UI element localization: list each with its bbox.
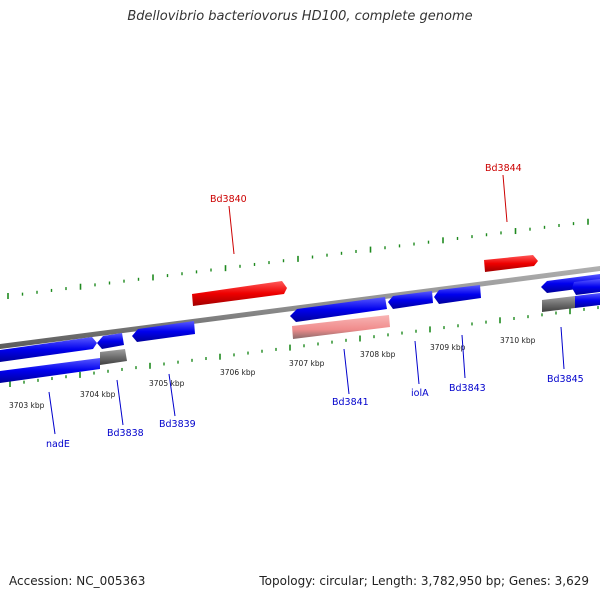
scale-label-3709: 3709 kbp xyxy=(430,343,466,352)
leader-nade xyxy=(48,391,56,435)
gene-bd3838-feature[interactable] xyxy=(97,333,124,349)
gene-bd3845-feature[interactable] xyxy=(541,274,600,293)
gene-label-bd3839[interactable]: Bd3839 xyxy=(159,419,196,430)
gene-label-bd3843[interactable]: Bd3843 xyxy=(449,383,486,394)
bd3841-pale-feature xyxy=(292,315,390,339)
bd3845-pseudo-segment xyxy=(542,296,575,312)
scale-label-3708: 3708 kbp xyxy=(360,350,396,359)
bd3838-pseudo-segment xyxy=(100,349,127,365)
leader-bd3843 xyxy=(461,334,466,379)
gene-nade-feature[interactable] xyxy=(0,337,97,362)
gene-bd3845-second-feature[interactable] xyxy=(575,293,600,308)
gene-label-bd3840[interactable]: Bd3840 xyxy=(210,194,247,205)
scale-label-3703: 3703 kbp xyxy=(9,401,45,410)
gene-label-bd3845[interactable]: Bd3845 xyxy=(547,374,584,385)
gene-bd3845-lower-feature[interactable] xyxy=(572,279,600,295)
gene-bd3841-feature[interactable] xyxy=(290,297,387,322)
gene-label-iola[interactable]: iolA xyxy=(411,388,429,399)
forward-strand-features xyxy=(192,255,600,306)
leader-bd3844 xyxy=(502,174,508,223)
accession-text: Accession: NC_005363 xyxy=(9,574,146,588)
scale-label-3707: 3707 kbp xyxy=(289,359,325,368)
leader-bd3840 xyxy=(228,205,235,255)
gene-bd3840-feature[interactable] xyxy=(192,281,287,306)
scale-label-3705: 3705 kbp xyxy=(149,379,185,388)
genome-title: Bdellovibrio bacteriovorus HD100, comple… xyxy=(127,9,473,24)
leader-iola xyxy=(414,340,420,385)
gene-bd3839-feature[interactable] xyxy=(132,321,195,342)
gene-labels: nadE Bd3838 Bd3839 Bd3840 Bd3841 iolA Bd… xyxy=(46,163,584,450)
gene-leader-lines xyxy=(48,174,565,435)
genome-summary-text: Topology: circular; Length: 3,782,950 bp… xyxy=(259,574,589,588)
gene-label-bd3838[interactable]: Bd3838 xyxy=(107,428,144,439)
scale-labels: 3703 kbp 3704 kbp 3705 kbp 3706 kbp 3707… xyxy=(9,336,536,410)
leader-bd3841 xyxy=(343,348,350,395)
leader-bd3839 xyxy=(168,373,176,417)
gene-label-nade[interactable]: nadE xyxy=(46,439,70,450)
gene-label-bd3841[interactable]: Bd3841 xyxy=(332,397,369,408)
scale-label-3704: 3704 kbp xyxy=(80,390,116,399)
gene-bd3843-feature[interactable] xyxy=(434,285,481,304)
gene-row2-blue-feature[interactable] xyxy=(0,358,100,383)
upper-tick-row xyxy=(7,218,589,299)
leader-bd3838 xyxy=(116,379,124,426)
gene-bd3844-feature[interactable] xyxy=(484,255,538,272)
lower-tick-row xyxy=(9,306,599,387)
scale-label-3706: 3706 kbp xyxy=(220,368,256,377)
leader-bd3845 xyxy=(560,326,565,370)
reverse-strand-features xyxy=(0,279,600,383)
scale-label-3710: 3710 kbp xyxy=(500,336,536,345)
gene-iola-feature[interactable] xyxy=(388,291,433,309)
gene-label-bd3844[interactable]: Bd3844 xyxy=(485,163,522,174)
